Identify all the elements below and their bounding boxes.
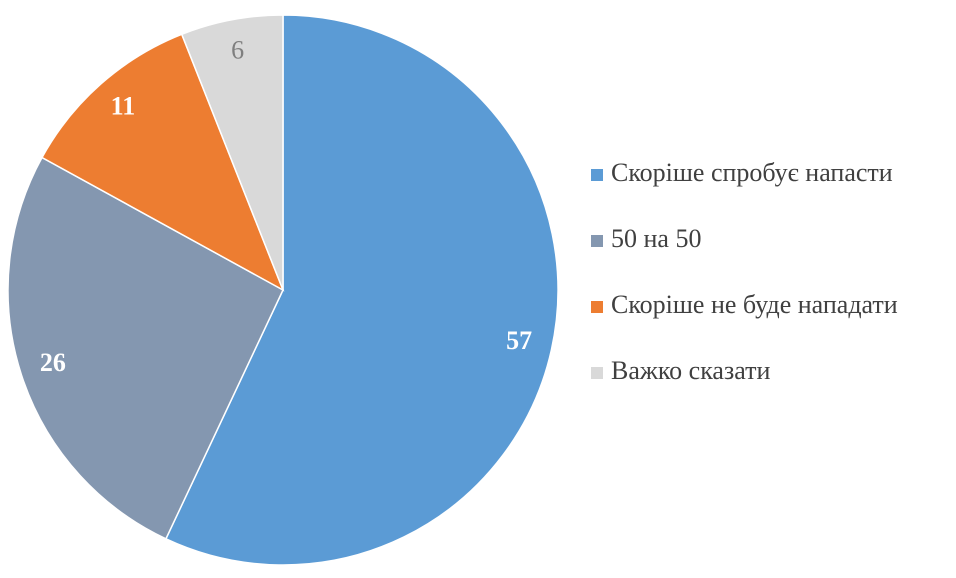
legend-swatch <box>591 169 603 181</box>
legend-label: Скоріше не буде нападати <box>611 290 898 319</box>
data-label: 26 <box>40 348 66 377</box>
legend-label: Скоріше спробує напасти <box>611 158 893 187</box>
legend-label: 50 на 50 <box>611 224 701 253</box>
data-label: 57 <box>506 326 532 355</box>
pie-slice <box>180 14 284 291</box>
data-label: 6 <box>231 35 244 64</box>
pie-slice <box>40 33 285 292</box>
legend-label: Важко сказати <box>611 356 770 385</box>
legend-swatch <box>591 235 603 247</box>
data-label: 11 <box>111 91 136 120</box>
legend-swatch <box>591 301 603 313</box>
pie-slice <box>164 14 559 566</box>
legend-swatch <box>591 367 603 379</box>
